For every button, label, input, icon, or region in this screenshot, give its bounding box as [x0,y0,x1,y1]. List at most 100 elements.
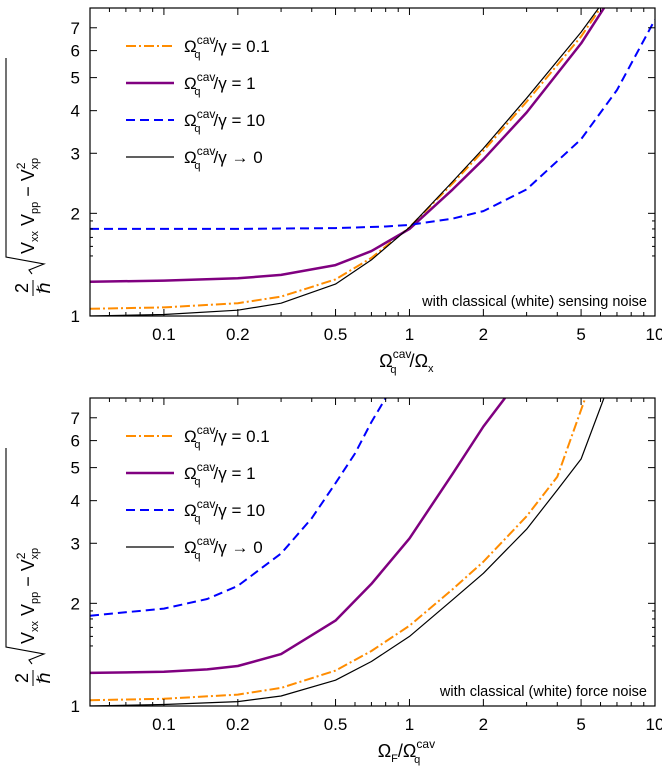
plot-frame [89,7,656,317]
y-label-v: − V [18,169,38,202]
x-label-sup: cav [393,347,412,361]
y-label-radicand: Vxx Vpp − V2xp [14,158,41,254]
legend-symbol: Ω [184,538,197,557]
y-tick-label: 1 [71,307,80,326]
y-label-v: V [18,604,38,621]
legend-symbol: Ω [184,427,197,446]
legend-superscript: cav [197,33,216,47]
legend-label-3: Ωcav q/γ → 0 [184,534,263,562]
x-tick-label: 2 [479,325,488,344]
x-tick-label: 0.5 [324,325,348,344]
x-tick-label: 1 [405,715,414,734]
y-label-sub: pp [29,202,41,214]
legend-label-1: Ωcav q/γ = 1 [184,460,256,488]
series-line-3 [90,398,605,706]
legend-rest: /γ = 1 [214,464,256,483]
x-label-slash: / [410,351,415,371]
legend-label-3: Ωcav q/γ → 0 [184,144,263,172]
y-label-hbar: ℏ [34,672,54,683]
y-tick-label: 4 [71,102,80,121]
y-label-sub: xx [29,230,41,242]
x-label-symbol: Ω [378,741,391,761]
legend-symbol: Ω [184,74,197,93]
legend-superscript: cav [197,497,216,511]
x-label-sup: cav [416,737,435,751]
y-label-v: V [18,632,38,644]
y-tick-label: 1 [71,697,80,716]
legend-superscript: cav [197,70,216,84]
y-tick-label: 4 [71,492,80,511]
legend-rest: /γ = 10 [214,111,266,130]
plot-frame [89,397,656,707]
legend-symbol: Ω [184,501,197,520]
x-label-symbol: Ω [379,351,392,371]
y-tick-label: 5 [71,69,80,88]
x-tick-label: 10 [646,715,662,734]
x-tick-label: 0.2 [226,715,250,734]
legend-rest: /γ = 0.1 [214,37,270,56]
y-tick-label: 5 [71,459,80,478]
x-label-symbol: Ω [403,741,416,761]
x-tick-label: 0.1 [152,325,176,344]
legend-superscript: cav [197,144,216,158]
y-label-sup: 2 [14,162,28,169]
series-line-1 [90,8,606,284]
x-tick-label: 0.2 [226,325,250,344]
y-label-radical [5,448,46,665]
x-label-sub: q [414,754,420,766]
chart-panel-bottom: 0.1 0.2 0.5 1 2 5 10 1 2 3 4 5 6 7 Ωcav q/γ = 0.1 Ωcav q /… [5,397,662,766]
series-line-2 [90,398,387,617]
y-label-prefix: 2 [12,673,32,683]
y-label-v: V [18,214,38,231]
series-line-0 [90,398,587,702]
legend-symbol: Ω [184,37,197,56]
x-label-sub: q [390,364,396,376]
y-label-hbar: ℏ [34,282,54,293]
x-label-sub: F [391,753,398,765]
legend-subscript: q [194,86,200,98]
y-tick-label: 3 [71,534,80,553]
legend-subscript: q [194,123,200,135]
legend-superscript: cav [197,534,216,548]
y-tick-label: 7 [71,409,80,428]
x-tick-label: 0.5 [324,715,348,734]
y-label-v: V [18,242,38,254]
legend-symbol: Ω [184,111,197,130]
x-tick-label: 5 [576,325,585,344]
legend-label-0: Ωcav q/γ = 0.1 [184,33,270,61]
y-tick-label: 6 [71,42,80,61]
legend-subscript: q [194,439,200,451]
y-label-sub: xp [29,548,41,560]
legend-superscript: cav [197,423,216,437]
legend-rest: /γ = 0.1 [214,427,270,446]
legend-subscript: q [194,513,200,525]
legend-rest: /γ = 10 [214,501,266,520]
legend-rest: /γ → 0 [214,538,263,557]
legend-subscript: q [194,550,200,562]
y-label-sup: 2 [14,552,28,559]
y-label-radicand: Vxx Vpp − V2xp [14,548,41,644]
y-tick-label: 3 [71,144,80,163]
annotation-text: with classical (white) sensing noise [421,294,647,310]
x-tick-label: 0.1 [152,715,176,734]
x-axis-label: Ωcav q/Ωx [379,347,434,376]
legend-rest: /γ → 0 [214,148,263,167]
y-label-prefix: 2 [12,283,32,293]
series-line-0 [90,8,602,310]
legend-symbol: Ω [184,464,197,483]
legend-rest: /γ = 1 [214,74,256,93]
chart-panel-top: 0.1 0.2 0.5 1 2 5 10 1 2 3 4 5 6 7 Ωcav q/γ = 0.1 Ωcav q /… [5,7,662,376]
legend-label-2: Ωcav q/γ = 10 [184,497,265,525]
legend-label-2: Ωcav q/γ = 10 [184,107,265,135]
y-label-sub: xx [29,620,41,632]
legend-subscript: q [194,476,200,488]
legend-subscript: q [194,49,200,61]
x-tick-label: 5 [576,715,585,734]
y-tick-label: 2 [71,204,80,223]
series-line-3 [90,8,600,316]
legend-label-0: Ωcav q/γ = 0.1 [184,423,270,451]
y-label-radical [5,58,46,275]
